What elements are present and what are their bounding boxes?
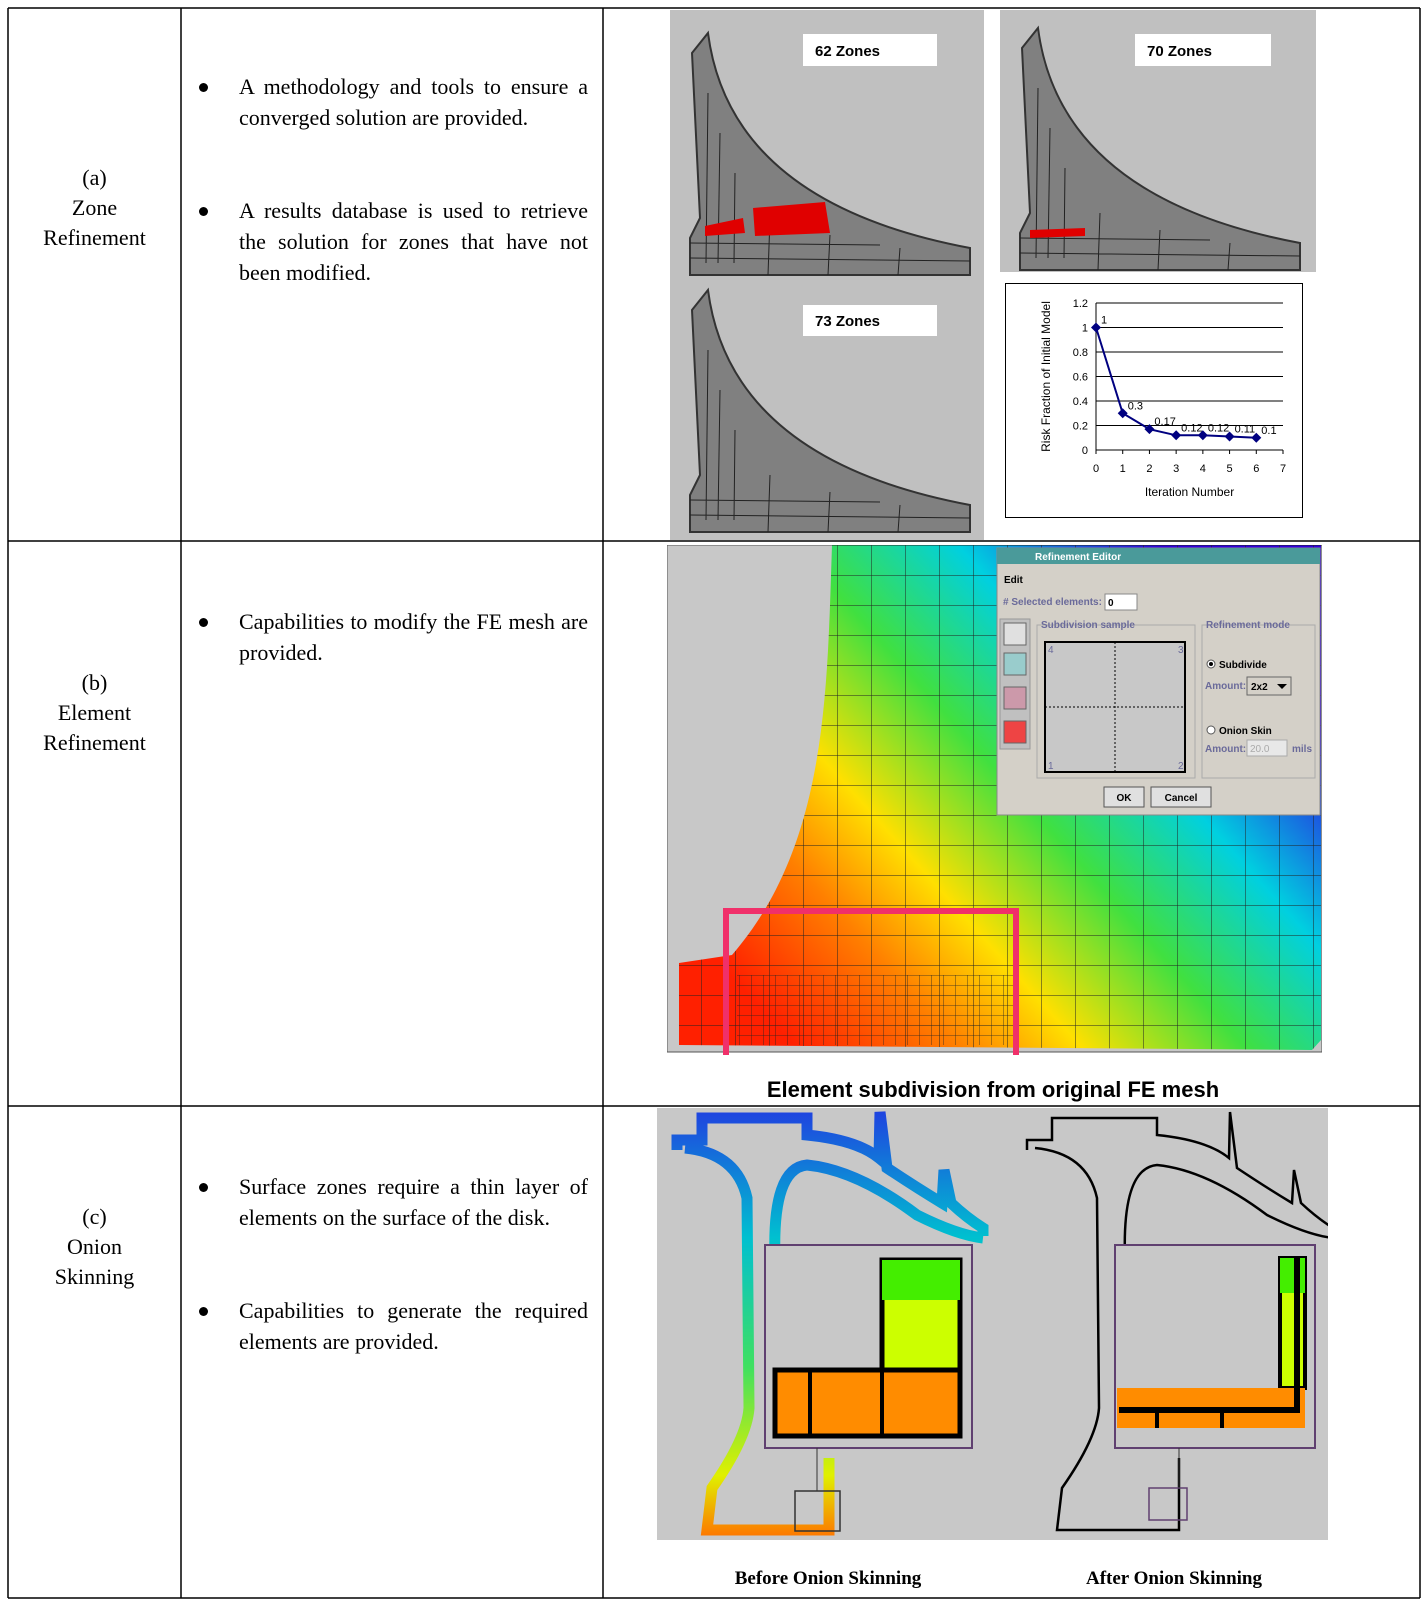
y-tick-label: 0 (1082, 445, 1088, 457)
x-axis-label: Iteration Number (1145, 485, 1234, 499)
bullet-dot (199, 207, 208, 216)
button-label[interactable]: OK (1117, 793, 1133, 804)
field-value[interactable]: 20.0 (1250, 744, 1270, 755)
chart: 0 0.2 0.4 0.6 0.8 1 1.2 0 1 2 3 4 5 6 7 Iteration Numbe… (1005, 283, 1303, 518)
bullet-text: Capabilities to modify the FE mesh are p… (239, 606, 588, 668)
group-title: Refinement mode (1206, 620, 1290, 631)
bullet-text: Surface zones require a thin layer of el… (239, 1171, 588, 1233)
x-tick-label: 6 (1253, 463, 1259, 475)
tool-button[interactable] (1004, 721, 1026, 743)
data-label: 0.1 (1261, 425, 1276, 437)
bullet-dot (199, 618, 208, 627)
figure-caption: Element subdivision from original FE mes… (603, 1077, 1383, 1103)
radio-label[interactable]: Subdivide (1219, 660, 1267, 671)
bullet-text: A methodology and tools to ensure a conv… (239, 71, 588, 133)
figure-caption: Before Onion Skinning (700, 1568, 956, 1590)
x-tick-label: 0 (1093, 463, 1099, 475)
bullet-text: A results database is used to retrieve t… (239, 195, 588, 288)
x-tick-label: 2 (1146, 463, 1152, 475)
field-label: Amount: (1205, 681, 1246, 692)
x-tick-label: 5 (1227, 463, 1233, 475)
menu[interactable]: Edit (1004, 575, 1024, 586)
y-tick-label: 1.2 (1073, 298, 1088, 310)
corner-label: 2 (1178, 761, 1184, 772)
x-tick-label: 4 (1200, 463, 1206, 475)
corner-label: 1 (1048, 761, 1054, 772)
data-label: 0.12 (1208, 422, 1229, 434)
dropdown-value[interactable]: 2x2 (1251, 682, 1268, 693)
field-label: # Selected elements: (1003, 597, 1102, 608)
data-label: 0.17 (1154, 416, 1175, 428)
corner-label: 3 (1178, 645, 1184, 656)
unit: mils (1292, 744, 1312, 755)
page: (a)ZoneRefinement (b)ElementRefinement (… (0, 0, 1426, 1606)
dialog: Refinement Editor Edit # Selected elemen… (997, 548, 1320, 815)
tool-button[interactable] (1004, 653, 1026, 675)
field-label: Amount: (1205, 744, 1246, 755)
corner-label: 4 (1048, 645, 1054, 656)
tool-button[interactable] (1004, 687, 1026, 709)
y-axis-label: Risk Fraction of Initial Model (1039, 301, 1053, 452)
panel-label: 62 Zones (815, 43, 880, 60)
tool-button[interactable] (1004, 623, 1026, 645)
y-tick-label: 0.8 (1073, 347, 1088, 359)
bullet-text: Capabilities to generate the required el… (239, 1295, 588, 1357)
mesh-figure: Refinement Editor Edit # Selected elemen… (667, 545, 1322, 1055)
bullet-dot (199, 83, 208, 92)
x-tick-label: 7 (1280, 463, 1286, 475)
data-label: 0.12 (1181, 422, 1202, 434)
y-tick-label: 1 (1082, 323, 1088, 335)
radio-label[interactable]: Onion Skin (1219, 726, 1272, 737)
mesh-fine (737, 975, 1017, 1045)
x-tick-label: 3 (1173, 463, 1179, 475)
button-label[interactable]: Cancel (1165, 793, 1198, 804)
data-label: 0.3 (1128, 400, 1143, 412)
x-tick-label: 1 (1120, 463, 1126, 475)
figure-caption: After Onion Skinning (1046, 1568, 1302, 1590)
panel-label: 70 Zones (1147, 43, 1212, 60)
data-label: 1 (1101, 315, 1107, 327)
y-tick-label: 0.2 (1073, 421, 1088, 433)
bullet-dot (199, 1307, 208, 1316)
y-tick-label: 0.6 (1073, 372, 1088, 384)
data-label: 0.11 (1235, 424, 1256, 436)
group-title: Subdivision sample (1041, 620, 1135, 631)
field-value[interactable]: 0 (1108, 598, 1114, 609)
y-tick-label: 0.4 (1073, 396, 1088, 408)
dialog-title: Refinement Editor (1035, 552, 1121, 563)
onion-figure (657, 1108, 1328, 1540)
bullet-dot (199, 1183, 208, 1192)
panel-label: 73 Zones (815, 313, 880, 330)
